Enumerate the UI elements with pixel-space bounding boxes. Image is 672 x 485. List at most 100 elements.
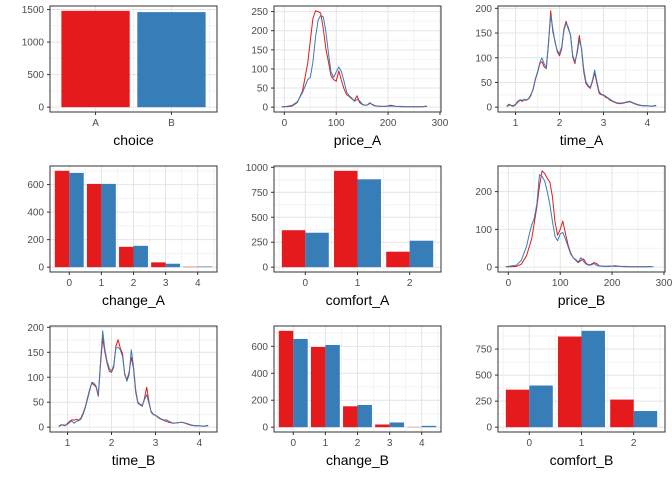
- chart-comfort-a: 0 250 500 750 1000 0 1 2 comfort_A: [224, 160, 448, 320]
- svg-text:0: 0: [262, 423, 268, 434]
- svg-text:150: 150: [251, 45, 268, 56]
- svg-text:0: 0: [486, 103, 492, 114]
- svg-text:1000: 1000: [22, 38, 45, 49]
- svg-text:3: 3: [163, 278, 169, 289]
- subplot-time-a: 0 50 100 150 200 1 2 3 4 time_A: [448, 0, 672, 160]
- svg-text:1: 1: [99, 278, 105, 289]
- svg-text:200: 200: [475, 187, 492, 198]
- svg-text:1: 1: [65, 438, 71, 449]
- svg-text:change_A: change_A: [102, 292, 166, 308]
- svg-text:200: 200: [604, 278, 621, 289]
- svg-text:0: 0: [262, 263, 268, 274]
- svg-text:250: 250: [251, 238, 268, 249]
- svg-text:4: 4: [419, 438, 425, 449]
- svg-text:200: 200: [251, 396, 268, 407]
- svg-text:0: 0: [66, 278, 72, 289]
- svg-text:0: 0: [527, 438, 533, 449]
- svg-text:750: 750: [475, 345, 492, 356]
- subplot-change-a: 0 200 400 600 0 1 2 3 4 change_A: [0, 160, 224, 320]
- svg-text:100: 100: [475, 225, 492, 236]
- svg-text:200: 200: [27, 235, 44, 246]
- svg-text:0: 0: [486, 423, 492, 434]
- svg-text:choice: choice: [113, 132, 154, 148]
- svg-text:2: 2: [355, 438, 361, 449]
- svg-text:time_B: time_B: [112, 452, 156, 468]
- svg-text:price_A: price_A: [334, 132, 382, 148]
- svg-text:0: 0: [282, 118, 288, 129]
- svg-text:0: 0: [262, 103, 268, 114]
- svg-text:100: 100: [552, 278, 569, 289]
- svg-text:A: A: [92, 118, 99, 129]
- chart-price-a: 0 50 100 150 200 250 0 100 200 300 price_A: [224, 0, 448, 160]
- svg-text:300: 300: [656, 278, 672, 289]
- svg-text:400: 400: [27, 208, 44, 219]
- svg-text:250: 250: [475, 397, 492, 408]
- svg-text:100: 100: [475, 53, 492, 64]
- svg-text:600: 600: [27, 180, 44, 191]
- subplot-price-b: 0 100 200 0 100 200 300 price_B: [448, 160, 672, 320]
- svg-text:0: 0: [38, 103, 44, 114]
- svg-text:0: 0: [38, 423, 44, 434]
- svg-text:1500: 1500: [22, 5, 45, 16]
- svg-text:500: 500: [475, 371, 492, 382]
- svg-text:price_B: price_B: [558, 292, 605, 308]
- chart-time-a: 0 50 100 150 200 1 2 3 4 time_A: [448, 0, 672, 160]
- svg-text:1000: 1000: [246, 163, 269, 174]
- svg-text:0: 0: [506, 278, 512, 289]
- subplot-price-a: 0 50 100 150 200 250 0 100 200 300 price_A: [224, 0, 448, 160]
- svg-text:100: 100: [27, 373, 44, 384]
- svg-text:0: 0: [486, 263, 492, 274]
- svg-text:500: 500: [251, 213, 268, 224]
- chart-change-a: 0 200 400 600 0 1 2 3 4 change_A: [0, 160, 224, 320]
- svg-text:3: 3: [601, 118, 607, 129]
- svg-text:comfort_A: comfort_A: [326, 292, 390, 308]
- svg-text:600: 600: [251, 342, 268, 353]
- svg-text:change_B: change_B: [326, 452, 389, 468]
- svg-text:4: 4: [645, 118, 651, 129]
- svg-text:200: 200: [251, 26, 268, 37]
- svg-text:150: 150: [475, 29, 492, 40]
- svg-text:B: B: [168, 118, 175, 129]
- svg-text:4: 4: [197, 438, 203, 449]
- svg-text:0: 0: [38, 263, 44, 274]
- svg-text:2: 2: [407, 278, 413, 289]
- svg-text:2: 2: [557, 118, 563, 129]
- svg-text:50: 50: [33, 398, 45, 409]
- svg-text:150: 150: [27, 348, 44, 359]
- svg-text:3: 3: [387, 438, 393, 449]
- svg-text:2: 2: [631, 438, 637, 449]
- subplot-time-b: 0 50 100 150 200 1 2 3 4 time_B: [0, 320, 224, 480]
- svg-text:1: 1: [513, 118, 519, 129]
- subplot-comfort-a: 0 250 500 750 1000 0 1 2 comfort_A: [224, 160, 448, 320]
- svg-text:100: 100: [328, 118, 345, 129]
- chart-price-b: 0 100 200 0 100 200 300 price_B: [448, 160, 672, 320]
- svg-text:300: 300: [432, 118, 448, 129]
- svg-text:400: 400: [251, 369, 268, 380]
- chart-time-b: 0 50 100 150 200 1 2 3 4 time_B: [0, 320, 224, 480]
- svg-text:200: 200: [380, 118, 397, 129]
- svg-text:4: 4: [195, 278, 201, 289]
- svg-text:750: 750: [251, 188, 268, 199]
- svg-text:200: 200: [27, 323, 44, 334]
- svg-text:1: 1: [355, 278, 361, 289]
- svg-text:0: 0: [303, 278, 309, 289]
- svg-text:50: 50: [481, 78, 493, 89]
- svg-text:2: 2: [131, 278, 137, 289]
- svg-text:2: 2: [109, 438, 115, 449]
- svg-text:3: 3: [153, 438, 159, 449]
- svg-text:200: 200: [475, 4, 492, 15]
- svg-text:50: 50: [257, 84, 269, 95]
- svg-text:1: 1: [579, 438, 585, 449]
- svg-text:250: 250: [251, 7, 268, 18]
- svg-text:time_A: time_A: [560, 132, 604, 148]
- svg-text:100: 100: [251, 64, 268, 75]
- svg-text:500: 500: [27, 70, 44, 81]
- svg-text:0: 0: [290, 438, 296, 449]
